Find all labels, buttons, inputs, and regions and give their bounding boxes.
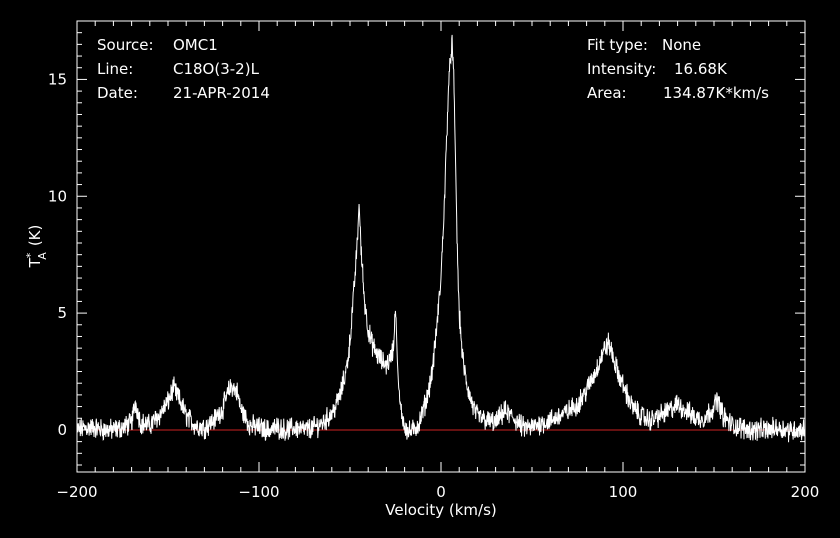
info-date-value: 21-APR-2014 [173, 84, 270, 102]
info-right: Fit type: None Intensity: 16.68K Area: 1… [587, 36, 769, 102]
info-area-key: Area: [587, 84, 627, 102]
info-fit-type-value: None [662, 36, 701, 54]
y-axis-label: T*A(K) [24, 225, 49, 269]
info-line-key: Line: [97, 60, 133, 78]
x-tick-label: −200 [56, 483, 97, 501]
info-date-key: Date: [97, 84, 138, 102]
x-tick-label: −100 [238, 483, 279, 501]
info-intensity-key: Intensity: [587, 60, 656, 78]
info-fit-type-key: Fit type: [587, 36, 648, 54]
info-area-value: 134.87K*km/s [663, 84, 769, 102]
y-tick-label: 0 [57, 421, 67, 439]
info-source-key: Source: [97, 36, 154, 54]
y-tick-label: 10 [48, 187, 67, 205]
y-tick-label: 5 [57, 304, 67, 322]
info-source-value: OMC1 [173, 36, 218, 54]
y-tick-label: 15 [48, 70, 67, 88]
info-line-value: C18O(3-2)L [173, 60, 260, 78]
info-left: Source: OMC1 Line: C18O(3-2)L Date: 21-A… [97, 36, 270, 102]
axis-tick-labels: −200 −100 0 100 200 0 5 10 15 [48, 70, 819, 501]
info-intensity-value: 16.68K [674, 60, 728, 78]
x-tick-label: 200 [791, 483, 820, 501]
x-axis-label: Velocity (km/s) [385, 501, 496, 519]
x-tick-label: 0 [436, 483, 446, 501]
x-tick-label: 100 [609, 483, 638, 501]
spectrum-line [77, 34, 805, 443]
axis-ticks [76, 20, 806, 472]
